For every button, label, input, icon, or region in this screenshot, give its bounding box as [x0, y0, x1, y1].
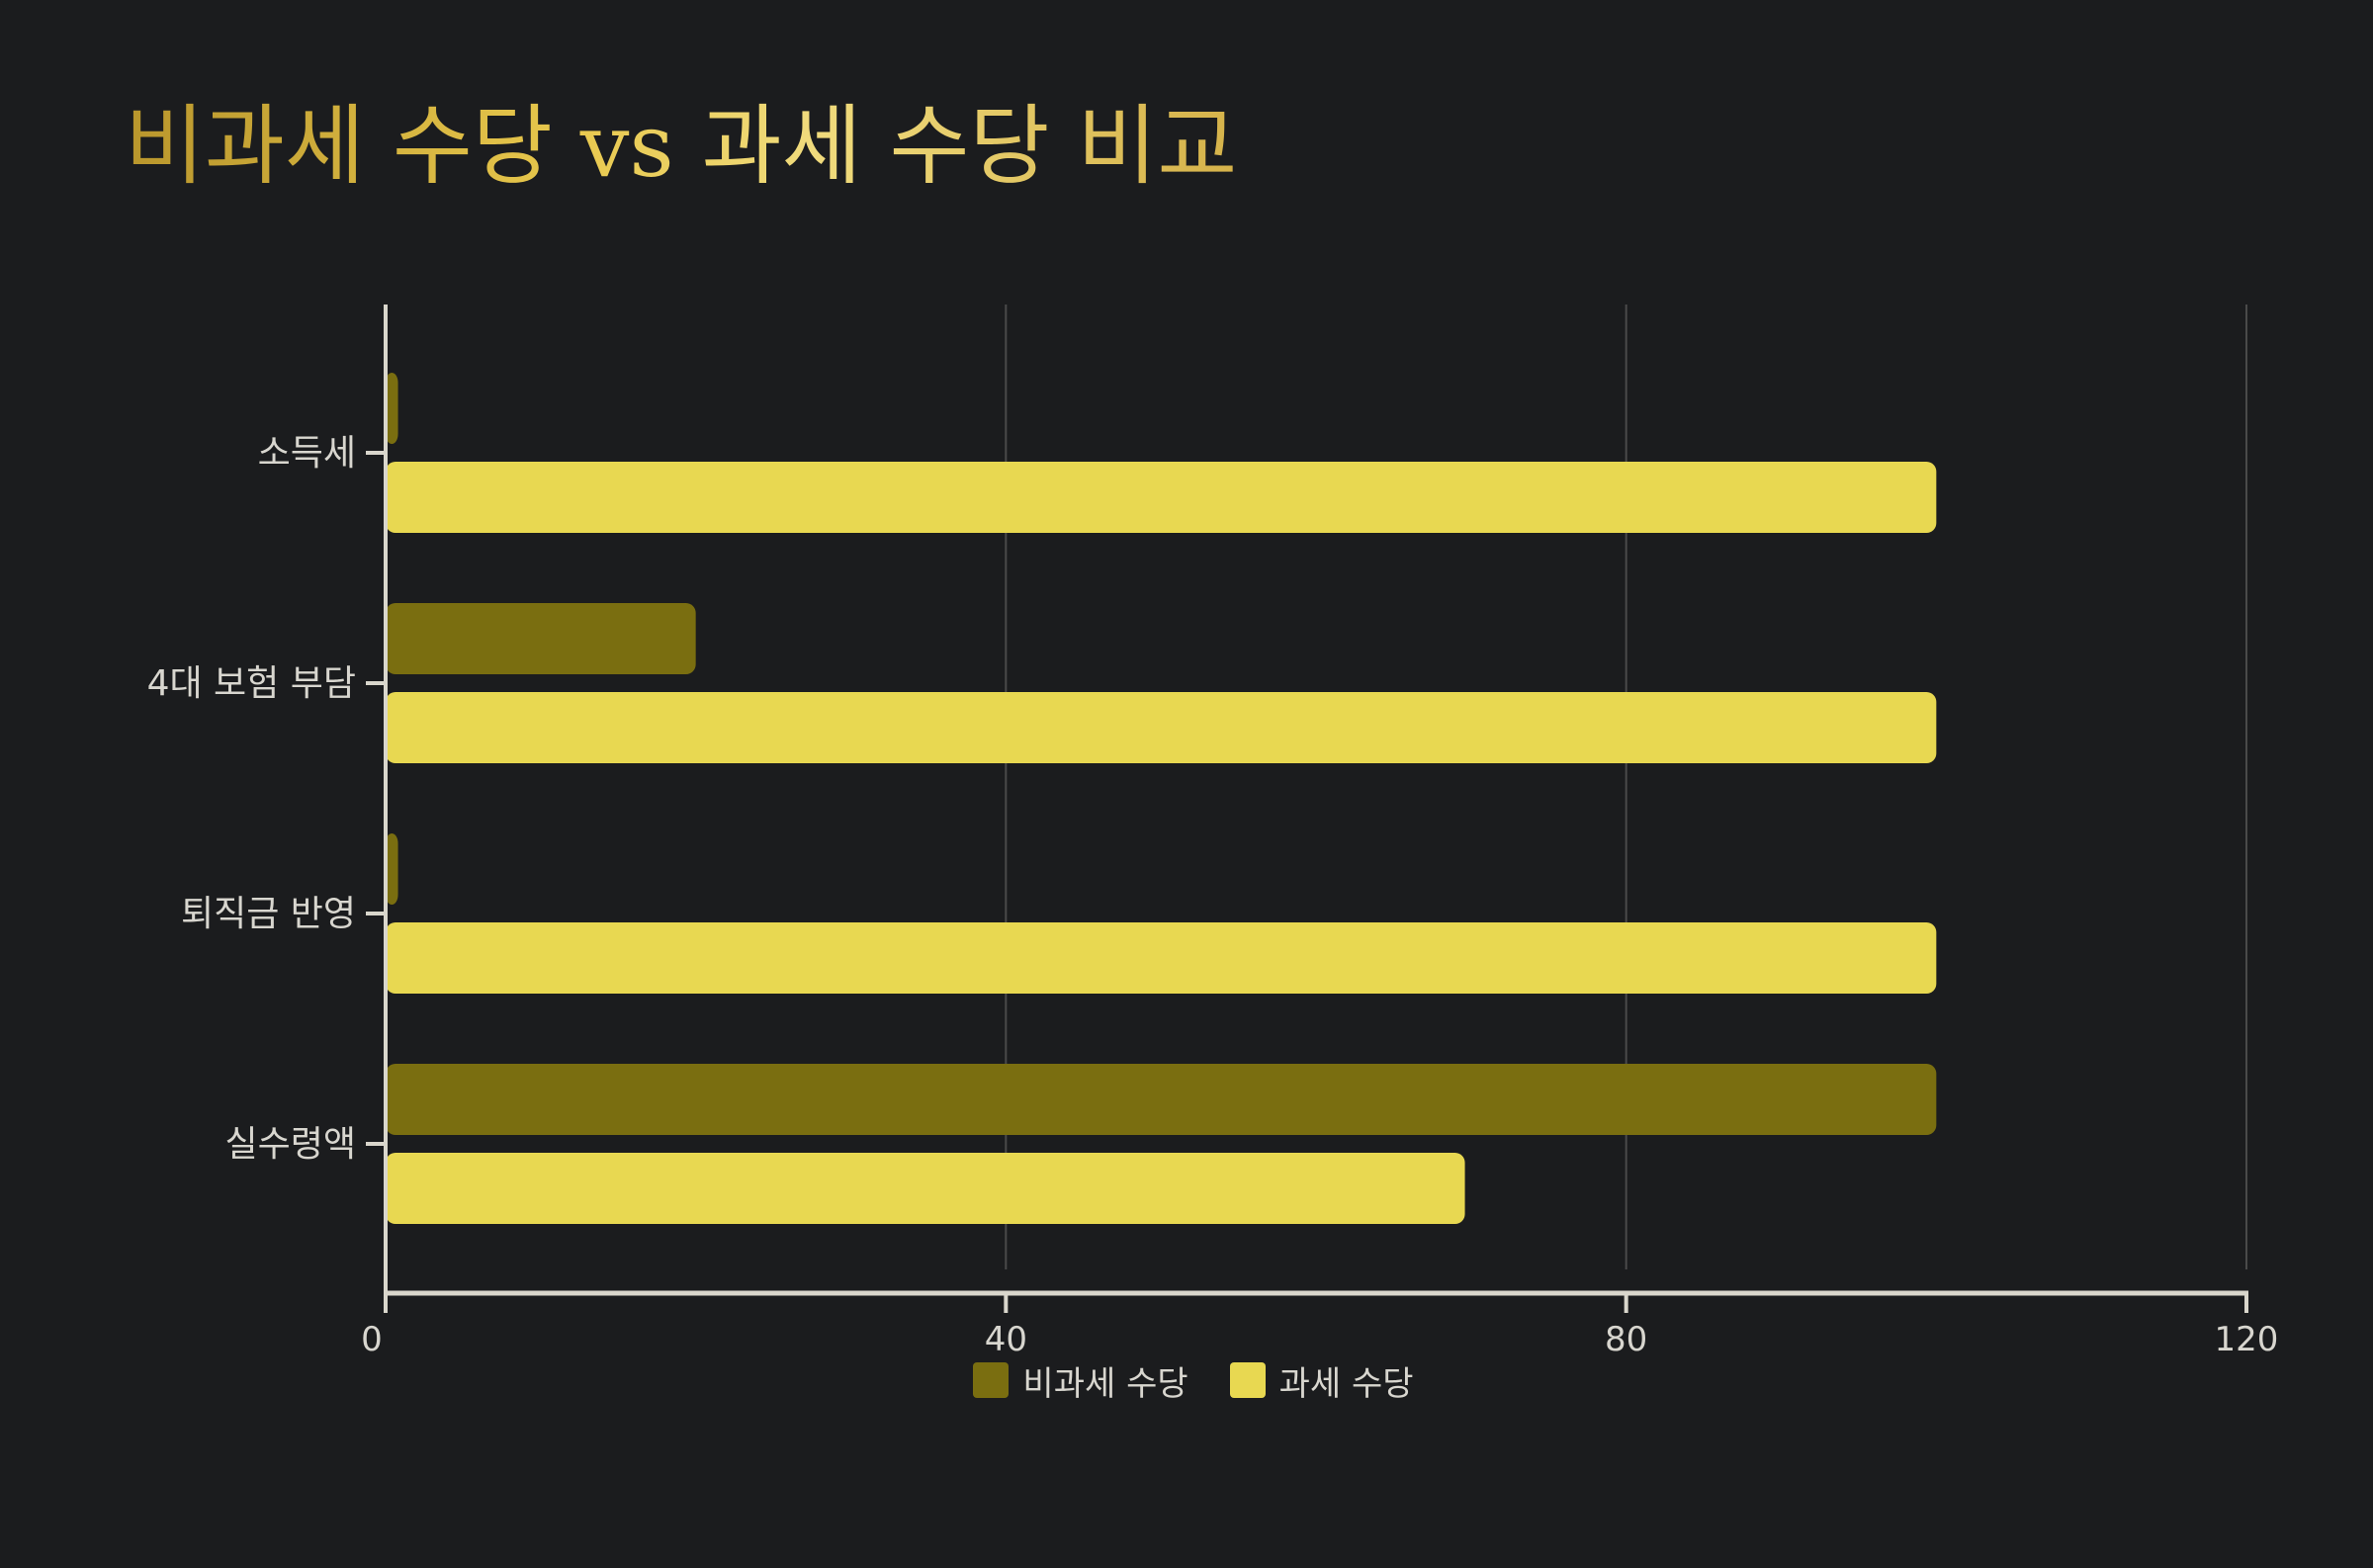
- x-tick-label: 120: [2215, 1320, 2279, 1359]
- bar-tax: [386, 922, 1937, 994]
- x-tick-label: 80: [1605, 1320, 1647, 1359]
- bar-nontax: [386, 603, 696, 674]
- chart-title: 비과세 수당 vs 과세 수당 비교: [125, 95, 1238, 197]
- bar-tax: [386, 1153, 1465, 1224]
- legend-label-nontax: 비과세 수당: [1022, 1363, 1188, 1404]
- legend-item-nontax: 비과세 수당: [973, 1356, 1188, 1405]
- bar-tax: [386, 462, 1937, 533]
- chart-title-container: 비과세 수당 vs 과세 수당 비교: [125, 87, 1237, 206]
- legend-item-tax: 과세 수당: [1229, 1356, 1414, 1405]
- bar-nontax: [386, 833, 398, 905]
- bar-nontax: [386, 373, 398, 444]
- x-tick-label: 0: [361, 1320, 383, 1359]
- bar-tax: [386, 692, 1937, 763]
- chart-legend: 비과세 수당 과세 수당: [0, 1356, 2373, 1405]
- category-label: 소득세: [258, 433, 356, 474]
- category-label: 퇴직금 반영: [181, 894, 356, 934]
- category-label: 4대 보험 부담: [147, 663, 356, 704]
- legend-swatch-tax: [1229, 1362, 1266, 1398]
- legend-swatch-nontax: [973, 1362, 1010, 1398]
- bar-nontax: [386, 1064, 1937, 1135]
- category-label: 실수령액: [225, 1124, 356, 1165]
- x-tick-label: 40: [985, 1320, 1027, 1359]
- legend-label-tax: 과세 수당: [1278, 1363, 1414, 1404]
